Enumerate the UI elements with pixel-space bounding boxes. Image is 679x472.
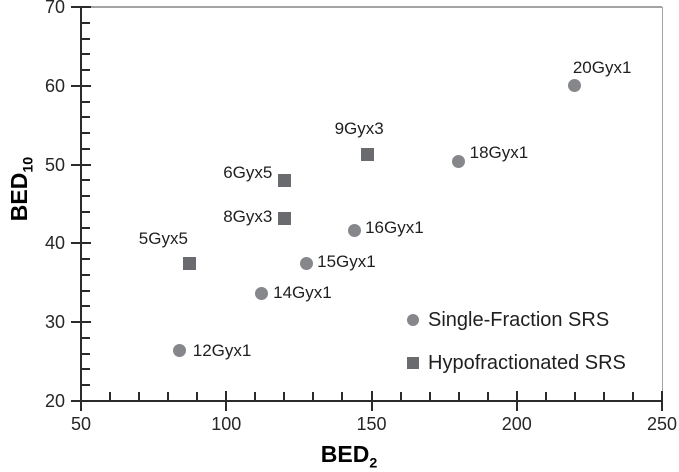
data-point-8Gyx3	[277, 211, 291, 225]
y-minor-tick	[81, 37, 90, 40]
x-tick-label: 50	[70, 414, 92, 434]
y-tick-label: 30	[44, 312, 65, 333]
x-minor-tick	[283, 392, 286, 400]
data-point-label-14Gyx1: 14Gyx1	[273, 282, 332, 302]
data-point-5Gyx5	[183, 256, 197, 270]
x-minor-tick	[167, 392, 170, 400]
legend-item-hypofractionated-srs: Hypofractionated SRS	[407, 351, 626, 375]
y-tick-label: 70	[44, 0, 65, 17]
y-minor-tick	[81, 147, 90, 150]
y-tick-label: 60	[44, 75, 65, 96]
x-minor-tick	[486, 392, 489, 400]
y-minor-tick	[81, 100, 90, 103]
y-axis-title-text: BED	[6, 172, 32, 222]
data-point-label-8Gyx3: 8Gyx3	[223, 207, 273, 227]
plot-top-border	[81, 6, 662, 8]
data-point-label-5Gyx5: 5Gyx5	[138, 229, 188, 249]
x-minor-tick	[196, 392, 199, 400]
y-minor-tick	[81, 289, 90, 292]
y-minor-tick	[81, 273, 90, 276]
data-point-14Gyx1	[254, 287, 268, 301]
x-axis-title: BED2	[269, 441, 429, 472]
x-minor-tick	[428, 392, 431, 400]
x-minor-tick	[254, 392, 257, 400]
y-major-tick	[71, 84, 91, 87]
data-point-15Gyx1	[299, 256, 313, 270]
y-minor-tick	[81, 226, 90, 229]
x-minor-tick	[109, 392, 112, 400]
y-minor-tick	[81, 116, 90, 119]
y-major-tick	[71, 163, 91, 166]
x-minor-tick	[573, 392, 576, 400]
x-axis-title-subscript: 2	[369, 455, 378, 472]
y-minor-tick	[81, 305, 90, 308]
y-tick-label: 20	[44, 391, 65, 411]
y-minor-tick	[81, 384, 90, 387]
x-tick-label: 150	[356, 414, 387, 434]
y-minor-tick	[81, 336, 90, 339]
x-minor-tick	[341, 392, 344, 400]
data-point-12Gyx1	[173, 344, 187, 358]
x-major-tick	[515, 391, 518, 411]
y-minor-tick	[81, 258, 90, 261]
plot-right-border	[661, 7, 663, 401]
data-point-6Gyx5	[277, 173, 291, 187]
y-minor-tick	[81, 21, 90, 24]
circle-marker-icon	[407, 314, 419, 326]
x-minor-tick	[457, 392, 460, 400]
x-tick-label: 200	[501, 414, 532, 434]
data-point-label-6Gyx5: 6Gyx5	[223, 163, 273, 183]
x-major-tick	[661, 391, 663, 411]
square-marker-icon	[407, 357, 419, 369]
x-tick-label: 250	[646, 414, 678, 434]
legend-item-single-fraction-srs: Single-Fraction SRS	[407, 308, 626, 332]
y-minor-tick	[81, 368, 90, 371]
legend: Single-Fraction SRS Hypofractionated SRS	[407, 308, 626, 394]
legend-label-single-fraction-srs: Single-Fraction SRS	[428, 309, 610, 331]
y-minor-tick	[81, 210, 90, 213]
data-point-label-16Gyx1: 16Gyx1	[365, 217, 424, 237]
x-minor-tick	[138, 392, 141, 400]
x-minor-tick	[399, 392, 402, 400]
x-minor-tick	[631, 392, 634, 400]
data-point-label-15Gyx1: 15Gyx1	[317, 252, 376, 272]
data-point-18Gyx1	[452, 154, 466, 168]
x-major-tick	[80, 391, 82, 411]
y-major-tick	[71, 242, 91, 245]
x-minor-tick	[544, 392, 547, 400]
data-point-label-12Gyx1: 12Gyx1	[192, 340, 252, 360]
data-point-9Gyx3	[360, 147, 374, 161]
y-minor-tick	[81, 179, 90, 182]
y-minor-tick	[81, 195, 90, 198]
y-tick-label: 40	[44, 233, 65, 254]
y-axis-line	[80, 6, 82, 402]
data-point-label-20Gyx1: 20Gyx1	[572, 57, 632, 77]
y-minor-tick	[81, 352, 90, 355]
legend-label-hypofractionated-srs: Hypofractionated SRS	[428, 352, 626, 374]
y-minor-tick	[81, 69, 90, 72]
x-axis-title-text: BED	[320, 441, 370, 467]
data-point-16Gyx1	[347, 224, 361, 238]
y-major-tick	[71, 6, 91, 8]
x-major-tick	[370, 391, 373, 411]
data-point-20Gyx1	[568, 79, 582, 93]
x-major-tick	[225, 391, 228, 411]
data-point-label-9Gyx3: 9Gyx3	[334, 119, 384, 139]
y-minor-tick	[81, 132, 90, 135]
y-major-tick	[71, 321, 91, 324]
y-tick-label: 50	[44, 154, 65, 175]
data-point-label-18Gyx1: 18Gyx1	[469, 143, 529, 163]
x-minor-tick	[312, 392, 315, 400]
x-minor-tick	[602, 392, 605, 400]
y-minor-tick	[81, 53, 90, 56]
x-tick-label: 100	[211, 414, 242, 434]
